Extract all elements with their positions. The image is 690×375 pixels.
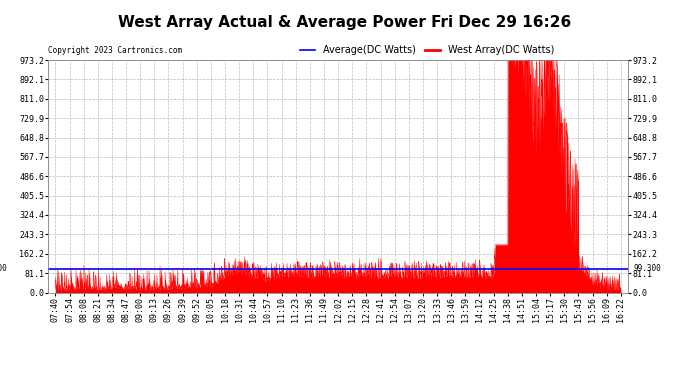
Legend: Average(DC Watts), West Array(DC Watts): Average(DC Watts), West Array(DC Watts) (297, 42, 558, 59)
Text: Copyright 2023 Cartronics.com: Copyright 2023 Cartronics.com (48, 46, 182, 56)
Text: West Array Actual & Average Power Fri Dec 29 16:26: West Array Actual & Average Power Fri De… (119, 15, 571, 30)
Text: 99.300: 99.300 (0, 264, 8, 273)
Text: 99.300: 99.300 (633, 264, 662, 273)
